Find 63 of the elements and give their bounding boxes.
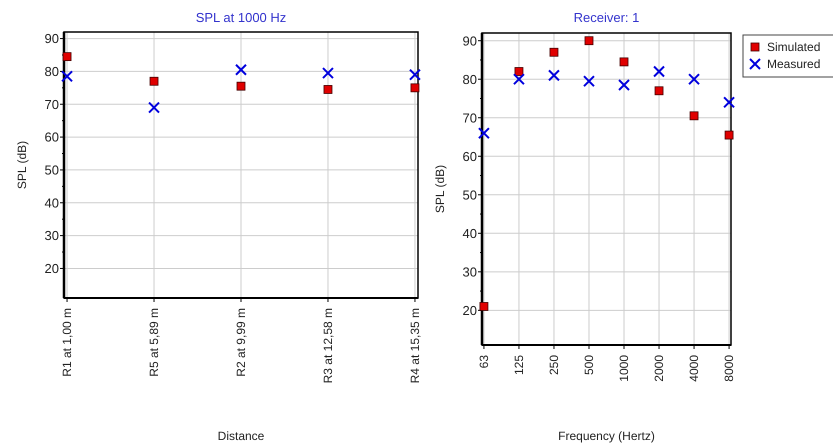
point	[723, 96, 736, 108]
x-tick-label: 2000	[652, 354, 666, 382]
point	[724, 130, 734, 140]
y-axis-title: SPL (dB)	[15, 140, 29, 190]
x-tick-label: 8000	[722, 354, 736, 382]
point	[550, 48, 558, 57]
point	[653, 66, 666, 78]
point	[410, 83, 420, 92]
legend-label: Simulated	[767, 40, 820, 54]
point	[618, 79, 630, 91]
y-tick-label: 80	[44, 64, 59, 79]
point	[236, 82, 246, 91]
point	[322, 67, 334, 80]
y-tick-label: 50	[462, 187, 477, 202]
y-tick-label: 70	[462, 110, 477, 126]
y-tick-label: 50	[44, 162, 59, 178]
point	[548, 69, 560, 82]
point	[148, 102, 160, 114]
x-tick-label: 4000	[687, 354, 702, 382]
point	[514, 67, 524, 76]
point	[478, 127, 490, 140]
point	[62, 52, 72, 62]
chart-title: SPL at 1000 Hz	[196, 10, 286, 25]
x-tick-label: 125	[512, 354, 526, 376]
y-tick-label: 20	[44, 260, 59, 276]
y-tick-label: 30	[44, 228, 59, 244]
point	[480, 302, 488, 311]
y-tick-label: 60	[44, 130, 59, 145]
y-tick-label: 70	[44, 96, 59, 112]
y-tick-label: 80	[462, 72, 477, 87]
y-tick-label: 60	[462, 148, 477, 164]
point	[61, 70, 74, 82]
x-tick-label: R5 at 5,89 m	[147, 308, 162, 377]
point	[235, 64, 247, 76]
y-tick-label: 90	[462, 33, 477, 48]
x-tick-label: 63	[476, 354, 491, 368]
legend-label: Measured	[767, 57, 820, 72]
chart-title: Receiver: 1	[574, 10, 640, 25]
point	[690, 111, 698, 120]
point	[150, 76, 158, 86]
point	[512, 73, 525, 86]
x-tick-label: R2 at 9,99 m	[234, 308, 248, 377]
x-tick-label: 250	[546, 354, 561, 376]
point	[654, 86, 664, 96]
x-tick-label: 500	[582, 354, 596, 376]
x-tick-label: R3 at 12,58 m	[320, 308, 335, 384]
point	[408, 68, 421, 81]
point	[584, 36, 594, 46]
y-tick-label: 40	[462, 226, 477, 241]
x-axis-title: Frequency (Hertz)	[558, 429, 655, 443]
y-tick-label: 90	[44, 31, 59, 46]
x-tick-label: R4 at 15,35 m	[408, 308, 422, 384]
x-tick-label: 1000	[617, 354, 632, 382]
point	[620, 57, 628, 66]
x-axis-title: Distance	[218, 429, 265, 443]
x-tick-label: R1 at 1,00 m	[60, 308, 74, 377]
point	[688, 73, 700, 86]
y-tick-label: 40	[44, 195, 59, 210]
y-axis-title: SPL (dB)	[433, 164, 447, 214]
y-tick-label: 20	[462, 302, 477, 318]
point	[324, 85, 332, 94]
y-tick-label: 30	[462, 264, 477, 280]
point	[582, 75, 595, 88]
